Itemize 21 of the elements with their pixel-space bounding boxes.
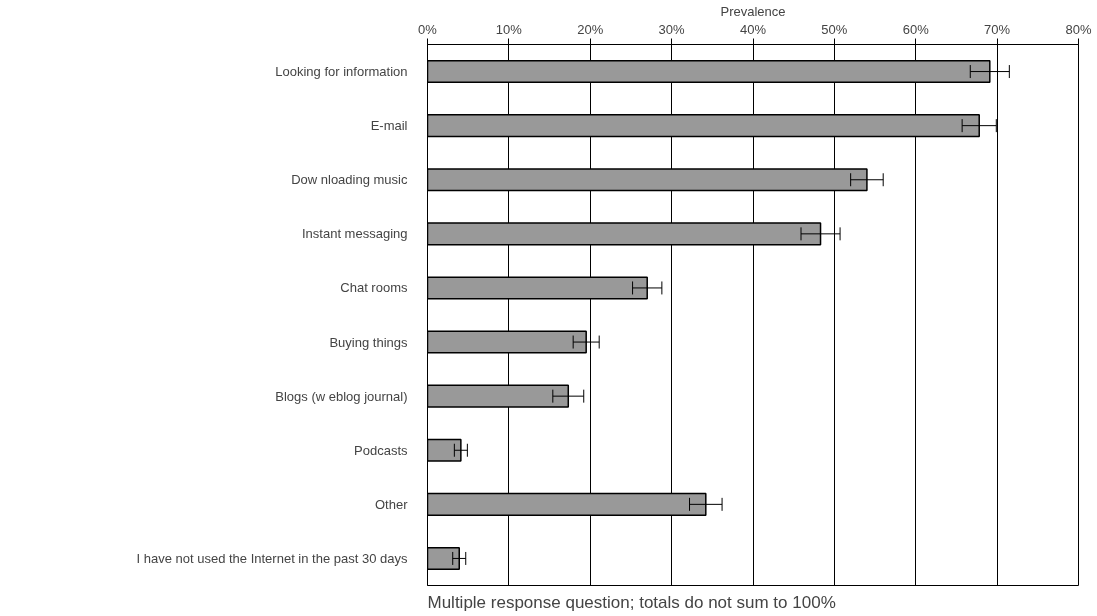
x-tick-label: 50% xyxy=(821,21,848,37)
x-tick-label: 30% xyxy=(658,21,686,37)
y-tick-label: Buying things xyxy=(329,334,408,350)
y-tick-label: E-mail xyxy=(370,118,408,134)
y-tick-label: Looking for information xyxy=(275,64,408,80)
x-tick-label: 20% xyxy=(577,21,604,37)
x-axis-title: Prevalence xyxy=(720,3,786,19)
x-tick-label: 80% xyxy=(1065,21,1092,37)
y-tick-label: Chat rooms xyxy=(340,280,408,296)
text: Multiple response question; totals do not sum to 100% xyxy=(427,592,836,612)
y-tick-label: Blogs (w eblog journal) xyxy=(275,388,408,404)
x-tick-label: 10% xyxy=(495,21,523,37)
x-tick-label: 0% xyxy=(418,21,438,37)
y-tick-label: Podcasts xyxy=(354,442,408,458)
y-tick-label: Dow nloading music xyxy=(291,172,408,188)
y-tick-label: Instant messaging xyxy=(302,226,408,242)
x-tick-label: 60% xyxy=(902,21,930,37)
x-tick-label: 40% xyxy=(739,21,767,37)
x-tick-label: 70% xyxy=(984,21,1011,37)
y-tick-label: Other xyxy=(374,496,409,512)
y-tick-label: I have not used the Internet in the past 30 days xyxy=(136,550,408,566)
